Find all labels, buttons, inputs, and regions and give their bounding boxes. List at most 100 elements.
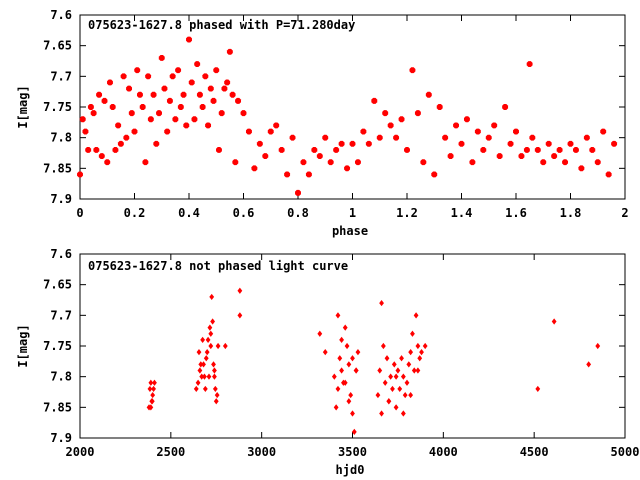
unphased-plot-point: [147, 385, 153, 393]
phased-plot-point: [354, 159, 361, 166]
unphased-plot-point: [335, 312, 341, 319]
phased-plot-point: [556, 146, 563, 153]
unphased-plot-point: [595, 342, 601, 350]
unphased-plot-point: [390, 385, 395, 393]
phased-plot-point: [447, 153, 454, 160]
unphased-plot-point: [208, 342, 214, 350]
phased-plot-point: [453, 122, 460, 129]
phased-plot-point: [202, 73, 209, 80]
phased-plot-point: [316, 153, 323, 160]
phased-plot-point: [305, 171, 312, 178]
unphased-plot-point: [201, 361, 206, 368]
phased-plot-point: [485, 134, 492, 141]
unphased-plot-y-tick-label: 7.6: [50, 247, 72, 261]
phased-plot-point: [551, 153, 558, 160]
phased-plot-point: [161, 85, 168, 92]
phased-plot-point: [77, 171, 83, 178]
unphased-plot-point: [404, 379, 410, 386]
phased-plot-point: [183, 122, 190, 129]
unphased-plot-point: [388, 373, 394, 380]
unphased-plot-point: [211, 361, 216, 368]
unphased-plot-point: [411, 367, 417, 374]
phased-plot-point: [572, 146, 579, 153]
unphased-plot-point: [350, 410, 355, 417]
phased-plot-y-tick-label: 7.75: [43, 100, 72, 114]
unphased-plot-point: [413, 312, 419, 319]
phased-plot-point: [463, 116, 470, 123]
phased-plot-point: [398, 116, 405, 123]
unphased-plot-point: [350, 355, 355, 362]
unphased-plot-point: [150, 391, 156, 399]
unphased-plot-point: [395, 367, 401, 374]
phased-plot-point: [134, 67, 141, 74]
phased-plot-point: [156, 110, 162, 117]
phased-plot-point: [235, 97, 242, 104]
unphased-plot-point: [237, 312, 243, 319]
phased-plot-x-tick-label: 0.8: [287, 206, 309, 220]
unphased-plot-point: [410, 330, 415, 337]
phased-plot-point: [300, 159, 307, 166]
unphased-plot-point: [535, 385, 541, 393]
phased-plot-x-ticks: 0 0.2 0.4 0.6 0.8 1 1.2 1.4 1.6 1.8 2: [76, 15, 629, 220]
unphased-plot-point: [148, 379, 154, 386]
unphased-plot-point: [408, 349, 414, 356]
unphased-plot-y-ticks: 7.6 7.65 7.7 7.75 7.8 7.85 7.9: [43, 247, 625, 445]
unphased-plot-point: [199, 373, 205, 380]
unphased-plot-y-tick-label: 7.75: [43, 339, 72, 353]
unphased-plot-point: [397, 385, 403, 393]
phased-plot-point: [186, 36, 192, 43]
phased-plot-point: [251, 165, 258, 172]
unphased-plot-x-tick-label: 2500: [156, 445, 185, 459]
phased-plot-point: [360, 128, 367, 135]
phased-plot-point: [120, 73, 127, 80]
phased-plot-point: [158, 54, 165, 61]
phased-plot-point: [474, 128, 481, 135]
phased-plot-point: [387, 122, 394, 129]
phased-plot-point: [131, 128, 138, 135]
unphased-plot-xlabel: hjd0: [336, 463, 365, 477]
unphased-plot-point: [152, 379, 157, 386]
unphased-plot-x-tick-label: 5000: [611, 445, 640, 459]
unphased-plot-point: [333, 404, 339, 411]
unphased-plot-point: [353, 367, 359, 374]
phased-plot-y-tick-label: 7.8: [50, 131, 72, 145]
phased-plot-point: [545, 140, 552, 147]
unphased-plot-point: [422, 342, 428, 350]
unphased-plot-point: [417, 355, 423, 362]
phased-plot-point: [507, 140, 514, 147]
phased-plot-point: [153, 140, 160, 147]
phased-plot-title: 075623-1627.8 phased with P=71.280day: [88, 18, 355, 32]
phased-plot-point: [107, 79, 113, 86]
phased-plot-point: [240, 110, 247, 117]
phased-plot-y-tick-label: 7.85: [43, 161, 72, 175]
phased-plot-point: [420, 159, 427, 166]
phased-plot-y-tick-label: 7.65: [43, 39, 72, 53]
unphased-plot-point: [197, 367, 203, 374]
unphased-plot-point: [204, 349, 210, 356]
unphased-plot: 075623-1627.8 not phased light curve hjd…: [16, 247, 639, 477]
phased-plot-point: [562, 159, 569, 166]
unphased-plot-y-tick-label: 7.8: [50, 370, 72, 384]
unphased-plot-point: [384, 355, 390, 362]
phased-plot-point: [382, 110, 389, 117]
phased-plot-x-tick-label: 2: [621, 206, 628, 220]
unphased-plot-point: [400, 373, 406, 380]
phased-plot-point: [172, 116, 179, 123]
unphased-plot-point: [208, 330, 214, 337]
unphased-plot-point: [196, 349, 202, 356]
phased-plot-point: [502, 104, 509, 110]
phased-plot-point: [442, 134, 449, 141]
phased-plot-point: [295, 189, 301, 196]
unphased-plot-point: [209, 293, 215, 301]
phased-plot-x-tick-label: 0.2: [124, 206, 146, 220]
unphased-plot-y-tick-label: 7.7: [50, 308, 72, 322]
unphased-plot-point: [151, 385, 156, 393]
unphased-plot-point: [149, 398, 155, 405]
phased-plot-point: [79, 116, 86, 123]
phased-plot-point: [534, 146, 541, 153]
phased-plot-point: [284, 171, 291, 178]
unphased-plot-point: [339, 367, 344, 374]
phased-plot-y-ticks: 7.6 7.65 7.7 7.75 7.8 7.85 7.9: [43, 8, 625, 206]
phased-plot-point: [245, 128, 252, 135]
phased-plot-x-tick-label: 1.4: [451, 206, 473, 220]
